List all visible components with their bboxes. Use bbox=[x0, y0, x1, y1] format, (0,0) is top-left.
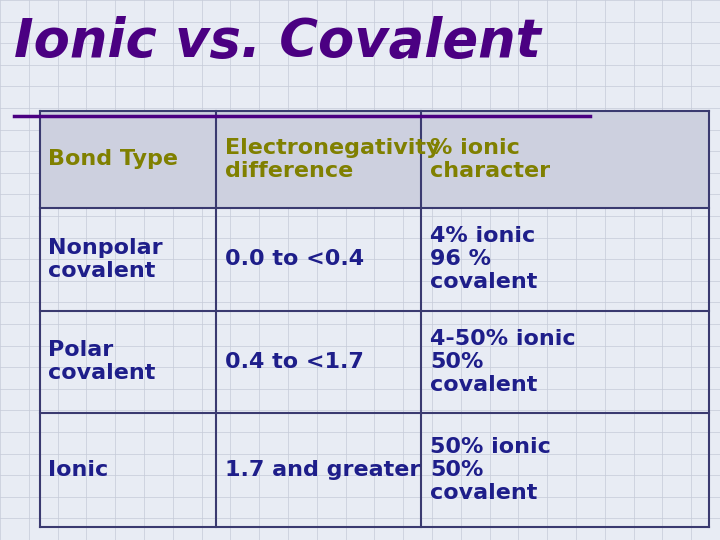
Text: 0.0 to <0.4: 0.0 to <0.4 bbox=[225, 249, 364, 269]
Text: 0.4 to <1.7: 0.4 to <1.7 bbox=[225, 352, 364, 372]
Text: Nonpolar
covalent: Nonpolar covalent bbox=[48, 238, 163, 281]
Text: Polar
covalent: Polar covalent bbox=[48, 340, 156, 383]
Bar bbox=[40, 111, 709, 208]
Text: 1.7 and greater: 1.7 and greater bbox=[225, 460, 420, 480]
Text: 4% ionic
96 %
covalent: 4% ionic 96 % covalent bbox=[430, 226, 537, 292]
Text: Bond Type: Bond Type bbox=[48, 149, 179, 170]
Text: 50% ionic
50%
covalent: 50% ionic 50% covalent bbox=[430, 437, 551, 503]
Text: Ionic: Ionic bbox=[48, 460, 109, 480]
Text: 4-50% ionic
50%
covalent: 4-50% ionic 50% covalent bbox=[430, 329, 575, 395]
Text: % ionic
character: % ionic character bbox=[430, 138, 550, 181]
Text: Electronegativity
difference: Electronegativity difference bbox=[225, 138, 440, 181]
Text: Ionic vs. Covalent: Ionic vs. Covalent bbox=[14, 16, 541, 68]
